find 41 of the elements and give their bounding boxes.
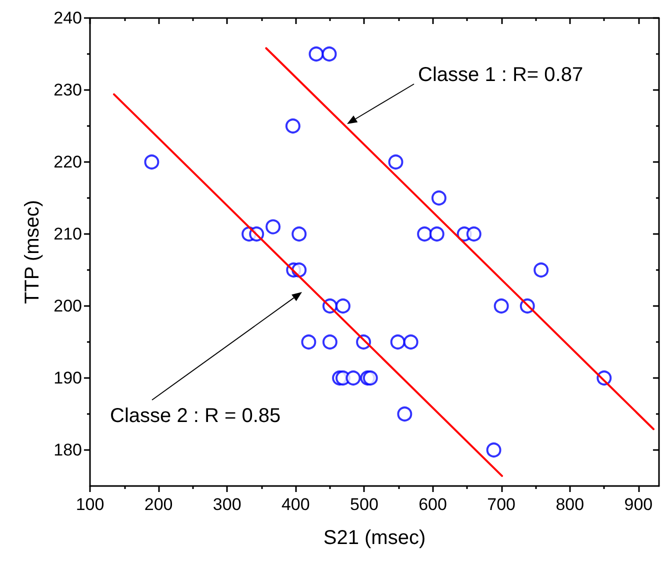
y-tick-label: 200 [54, 296, 82, 316]
point [322, 334, 338, 350]
x-tick-label: 200 [144, 495, 173, 514]
point [388, 154, 404, 170]
y-tick-label: 230 [54, 80, 82, 100]
point [308, 46, 324, 62]
x-tick-label: 400 [281, 495, 310, 514]
x-tick-label: 700 [487, 495, 516, 514]
point [534, 262, 549, 278]
y-axis-title: TTP (msec) [22, 200, 44, 304]
point [266, 219, 281, 234]
point [431, 190, 446, 206]
point [397, 406, 412, 422]
point [403, 334, 418, 350]
point [346, 370, 361, 386]
point [144, 154, 160, 170]
y-tick-label: 240 [54, 8, 82, 28]
point [301, 334, 316, 350]
x-tick-label: 300 [212, 495, 242, 514]
x-tick-label: 600 [418, 495, 447, 514]
point [390, 334, 406, 350]
point [285, 118, 300, 134]
point [335, 298, 350, 314]
y-tick-label: 210 [54, 224, 82, 244]
point [429, 226, 444, 242]
x-tick-label: 800 [556, 495, 584, 514]
point [466, 226, 482, 242]
y-tick-label: 190 [54, 368, 82, 388]
x-tick-label: 500 [350, 495, 378, 514]
y-tick-label: 180 [54, 440, 82, 460]
point [322, 46, 337, 62]
point [486, 442, 502, 458]
x-tick-label: 100 [76, 495, 104, 514]
point [292, 226, 307, 242]
point [494, 298, 509, 314]
x-axis-title: S21 (msec) [323, 527, 426, 549]
x-tick-label: 900 [624, 495, 653, 514]
y-tick-label: 220 [54, 152, 82, 172]
annotation: Classe 1 : R= 0.87 [418, 64, 584, 86]
annotation: Classe 2 : R = 0.85 [110, 405, 281, 427]
point [417, 226, 432, 242]
